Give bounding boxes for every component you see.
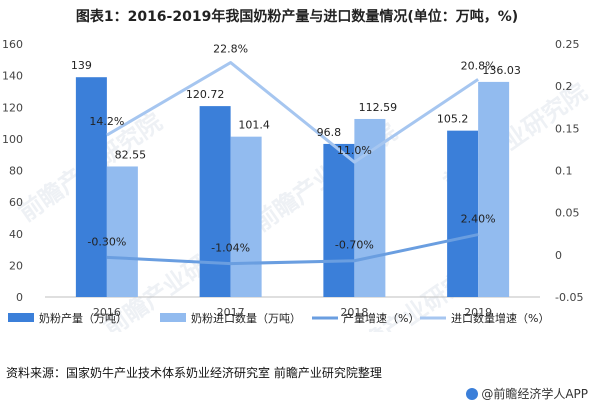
legend-label: 产量增速（%）: [343, 311, 419, 325]
y-left-tick-label: 20: [9, 259, 23, 272]
production-growth-label: -0.30%: [87, 235, 126, 248]
legend-label: 奶粉产量（万吨）: [39, 311, 127, 325]
y-right-tick-label: 0.2: [555, 80, 573, 93]
brand-text: @前瞻经济学人APP: [481, 387, 588, 401]
y-left-tick-label: 120: [2, 101, 23, 114]
y-left-tick-label: 0: [16, 291, 23, 304]
legend-label: 奶粉进口数量（万吨）: [191, 311, 301, 325]
import-bar-label: 112.59: [359, 101, 398, 114]
production-growth-label: 2.40%: [461, 213, 496, 226]
data-labels-layer: 139 120.72 96.8 105.2 82.55 101.4 112.59 136.03…: [71, 43, 521, 255]
import-bar-label: 101.4: [238, 119, 270, 132]
y-right-tick-label: 0.15: [555, 122, 580, 135]
import-bar: [230, 136, 262, 297]
import-bar: [354, 118, 386, 297]
legend-swatch-bar: [8, 313, 34, 322]
production-bar: [75, 77, 107, 297]
production-bar: [323, 143, 355, 297]
chart-title: 图表1：2016-2019年我国奶粉产量与进口数量情况(单位：万吨，%): [75, 9, 519, 25]
x-tick-label: 2019: [464, 306, 492, 319]
brand-logo-icon: [466, 388, 479, 400]
y-left-tick-label: 60: [9, 196, 23, 209]
production-bar-label: 105.2: [437, 113, 469, 126]
y-right-tick-label: 0: [555, 249, 562, 262]
lines-layer: [106, 61, 479, 266]
y-left-tick-label: 140: [2, 70, 23, 83]
production-bar: [447, 130, 479, 297]
production-bar-label: 139: [71, 59, 92, 72]
bars-layer: [75, 77, 510, 297]
brand-credit: @前瞻经济学人APP: [466, 385, 588, 402]
y-right-tick-label: -0.05: [555, 291, 583, 304]
import-bar: [478, 81, 510, 297]
production-bar-label: 96.8: [317, 126, 342, 139]
legend-label: 进口数量增速（%）: [451, 311, 549, 325]
legend: 奶粉产量（万吨） 奶粉进口数量（万吨） 产量增速（%） 进口数量增速（%）: [8, 311, 549, 325]
x-tick-label: 2017: [217, 306, 245, 319]
import-bar: [106, 166, 138, 297]
production-growth-label: -0.70%: [335, 239, 374, 252]
import-growth-label: 14.2%: [89, 115, 124, 128]
chart-svg: 前瞻产业研究院前瞻产业研究院前瞻产业研究院前瞻产业研究院前瞻产业研究院 0204…: [2, 38, 592, 332]
y-left-tick-label: 100: [2, 133, 23, 146]
y-left-tick-label: 40: [9, 228, 23, 241]
source-note: 资料来源：国家奶牛产业技术体系奶业经济研究室 前瞻产业研究院整理: [6, 366, 382, 380]
x-tick-label: 2016: [93, 306, 121, 319]
import-bar-label: 82.55: [115, 148, 147, 161]
y-left-tick-label: 160: [2, 38, 23, 51]
import-growth-line: [106, 61, 479, 164]
y-right-tick-label: 0.05: [555, 207, 580, 220]
production-growth-line: [106, 233, 479, 266]
production-bar: [199, 106, 231, 297]
y-right-tick-label: 0.25: [555, 38, 580, 51]
import-bar-label: 136.03: [482, 64, 521, 77]
import-growth-label: 11.0%: [337, 144, 372, 157]
x-tick-label: 2018: [340, 306, 368, 319]
axes-layer: 0 20 40 60 80 100 120 140 160 -0.05 0 0.05 0.1 0.15 0.…: [2, 38, 583, 319]
y-left-tick-label: 80: [9, 165, 23, 178]
production-growth-label: -1.04%: [211, 242, 250, 255]
y-right-tick-label: 0.1: [555, 165, 573, 178]
legend-swatch-bar: [160, 313, 186, 322]
import-growth-label: 22.8%: [213, 43, 248, 56]
import-growth-label: 20.8%: [461, 59, 496, 72]
production-bar-label: 120.72: [186, 88, 225, 101]
